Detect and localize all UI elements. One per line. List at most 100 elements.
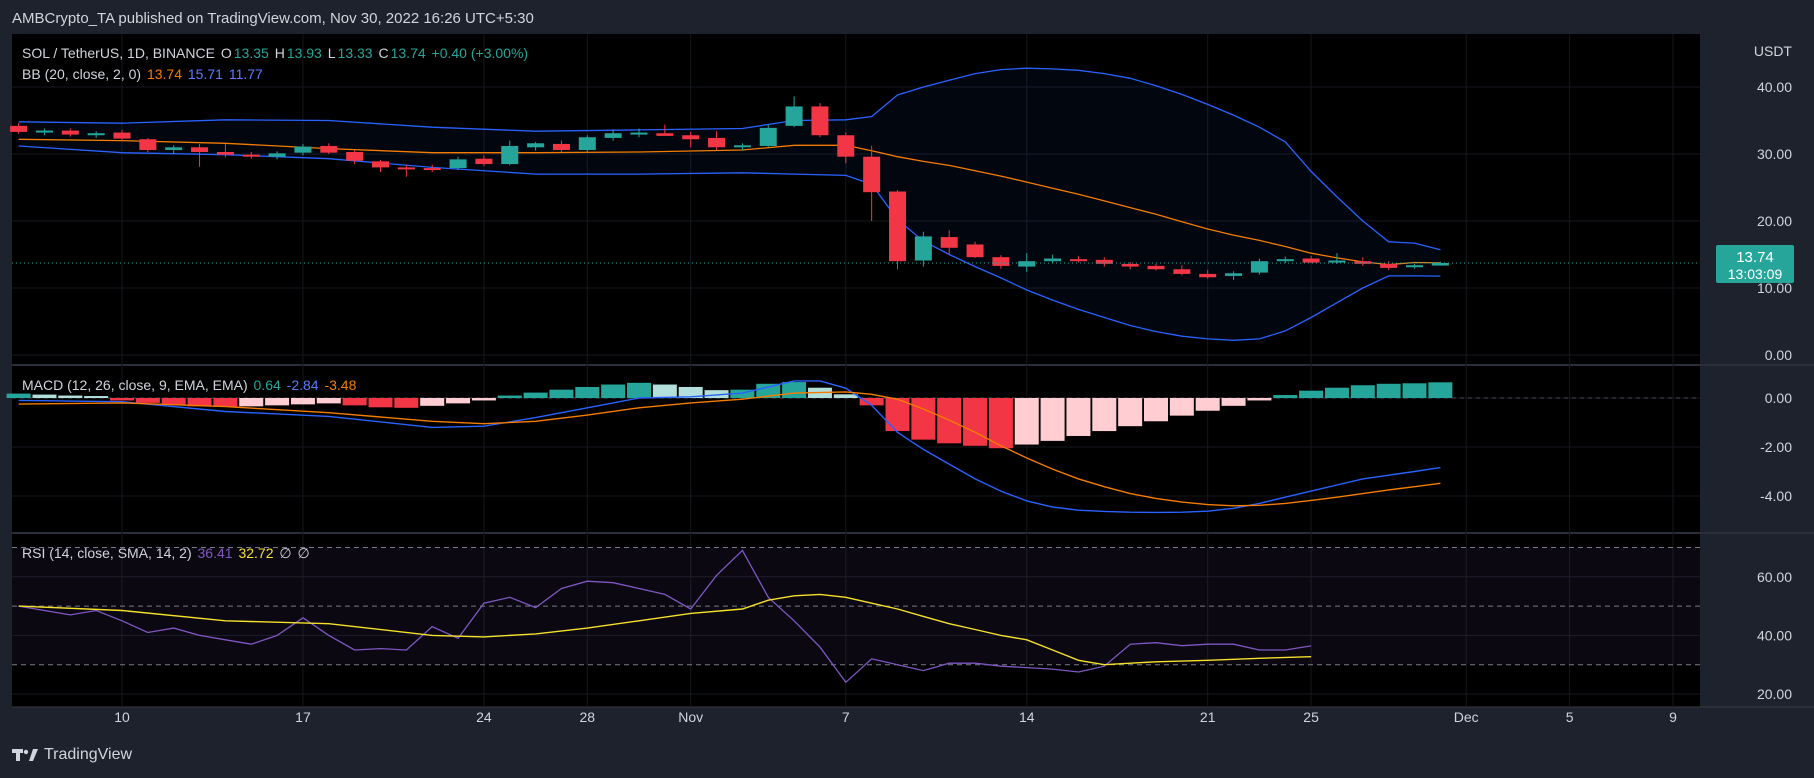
bb-lower-line (18, 145, 1441, 341)
price-tick-label: 20.00 (1757, 213, 1792, 229)
price-tick-label: 30.00 (1757, 146, 1792, 162)
macd-histogram-bar (782, 382, 807, 398)
candle-body (35, 130, 53, 133)
candle-body (1328, 260, 1346, 263)
x-tick-label: 25 (1303, 709, 1319, 725)
bb-lower-value: 11.77 (228, 66, 263, 82)
macd-histogram-bar (316, 398, 341, 404)
bb-legend[interactable]: BB (20, close, 2, 0) 13.74 15.71 11.77 (22, 66, 265, 82)
currency-label: USDT (1754, 43, 1793, 59)
candle-body (10, 125, 28, 132)
close-label: C (378, 45, 389, 61)
footer-brand[interactable]: TradingView (12, 746, 132, 764)
bb-upper-value: 15.71 (187, 66, 223, 82)
rsi-tick-label: 60.00 (1757, 569, 1792, 585)
macd-line-value: -2.84 (286, 377, 319, 393)
bar-countdown: 13:03:09 (1728, 266, 1783, 282)
candle-body (966, 244, 984, 258)
candle-body (242, 154, 260, 157)
candle-body (578, 137, 596, 150)
price-tick-label: 40.00 (1757, 79, 1792, 95)
macd-histogram-bar (1092, 398, 1117, 432)
candle-body (501, 145, 519, 165)
rsi-legend[interactable]: RSI (14, close, SMA, 14, 2) 36.41 32.72 … (22, 545, 312, 562)
rsi-tick-label: 40.00 (1757, 627, 1792, 643)
macd-histogram-bar (368, 398, 393, 408)
rsi-extra-value-1: ∅ (279, 545, 292, 561)
candle-body (1121, 263, 1139, 267)
rsi-pane-bg (12, 534, 1700, 707)
open-value: 13.35 (233, 45, 269, 61)
candle-body (165, 147, 183, 150)
macd-histogram-bar (1221, 398, 1246, 406)
candle-body (682, 135, 700, 140)
macd-histogram-bar (963, 398, 988, 446)
macd-histogram-bar (678, 386, 703, 398)
x-tick-label: 5 (1566, 709, 1574, 725)
high-value: 13.93 (286, 45, 322, 61)
macd-histogram-bar (84, 396, 109, 398)
macd-histogram-bar (471, 398, 496, 401)
candle-body (87, 133, 105, 136)
bb-basis-value: 13.74 (146, 66, 182, 82)
candle-body (940, 237, 958, 248)
macd-histogram-bar (187, 398, 212, 407)
candle-body (1302, 258, 1320, 263)
macd-tick-label: 0.00 (1765, 390, 1792, 406)
rsi-extra-value-2: ∅ (297, 545, 310, 561)
candle-body (113, 132, 131, 139)
candle-body (191, 147, 209, 152)
candle-body (294, 146, 312, 153)
publisher-header: AMBCrypto_TA published on TradingView.co… (12, 10, 534, 27)
candle-body (320, 145, 338, 153)
macd-histogram-bar (1350, 385, 1375, 398)
candle-body (708, 137, 726, 148)
candle-body (61, 130, 79, 135)
candle-body (552, 143, 570, 150)
macd-histogram-bar (730, 389, 755, 398)
low-label: L (327, 45, 336, 61)
x-tick-label: 10 (114, 709, 130, 725)
candle-body (1406, 265, 1423, 268)
rsi-value: 36.41 (197, 545, 233, 561)
price-tick-label: 10.00 (1757, 280, 1792, 296)
x-tick-label: 7 (842, 709, 850, 725)
macd-histogram-bar (6, 393, 31, 398)
close-value: 13.74 (390, 45, 426, 61)
candle-body (1147, 265, 1165, 270)
x-tick-label: Dec (1454, 709, 1479, 725)
candle-body (1095, 259, 1113, 264)
macd-histogram-bar (1428, 382, 1453, 398)
macd-histogram-bar (885, 398, 910, 432)
macd-histogram-bar (32, 394, 57, 398)
x-tick-label: 28 (580, 709, 596, 725)
candle-body (423, 168, 441, 171)
candle-body (604, 133, 622, 138)
candle-body (759, 127, 777, 146)
macd-histogram-bar (497, 395, 522, 398)
symbol-label[interactable]: SOL / TetherUS, 1D, BINANCE (22, 45, 215, 61)
macd-histogram-bar (1066, 398, 1091, 436)
candle-body (475, 158, 493, 165)
x-tick-label: 17 (295, 709, 311, 725)
high-label: H (274, 45, 285, 61)
candle-body (1250, 261, 1268, 273)
candle-body (1354, 261, 1372, 264)
candle-body (346, 151, 364, 161)
candle-body (1173, 269, 1191, 274)
macd-histogram-bar (859, 398, 884, 406)
x-tick-label: 14 (1019, 709, 1035, 725)
macd-histogram-bar (213, 398, 238, 407)
macd-signal-value: -3.48 (324, 377, 357, 393)
macd-histogram-bar (135, 398, 160, 403)
bb-basis-line (18, 138, 1441, 266)
candle-body (837, 135, 855, 157)
candle-body (1380, 263, 1398, 268)
macd-signal-line (18, 391, 1441, 507)
macd-histogram-bar (833, 394, 858, 398)
macd-legend[interactable]: MACD (12, 26, close, 9, EMA, EMA) 0.64 -… (22, 377, 358, 393)
footer-brand-label: TradingView (44, 746, 133, 763)
price-tick-label: 0.00 (1765, 347, 1792, 363)
tradingview-logo-icon (12, 749, 38, 761)
